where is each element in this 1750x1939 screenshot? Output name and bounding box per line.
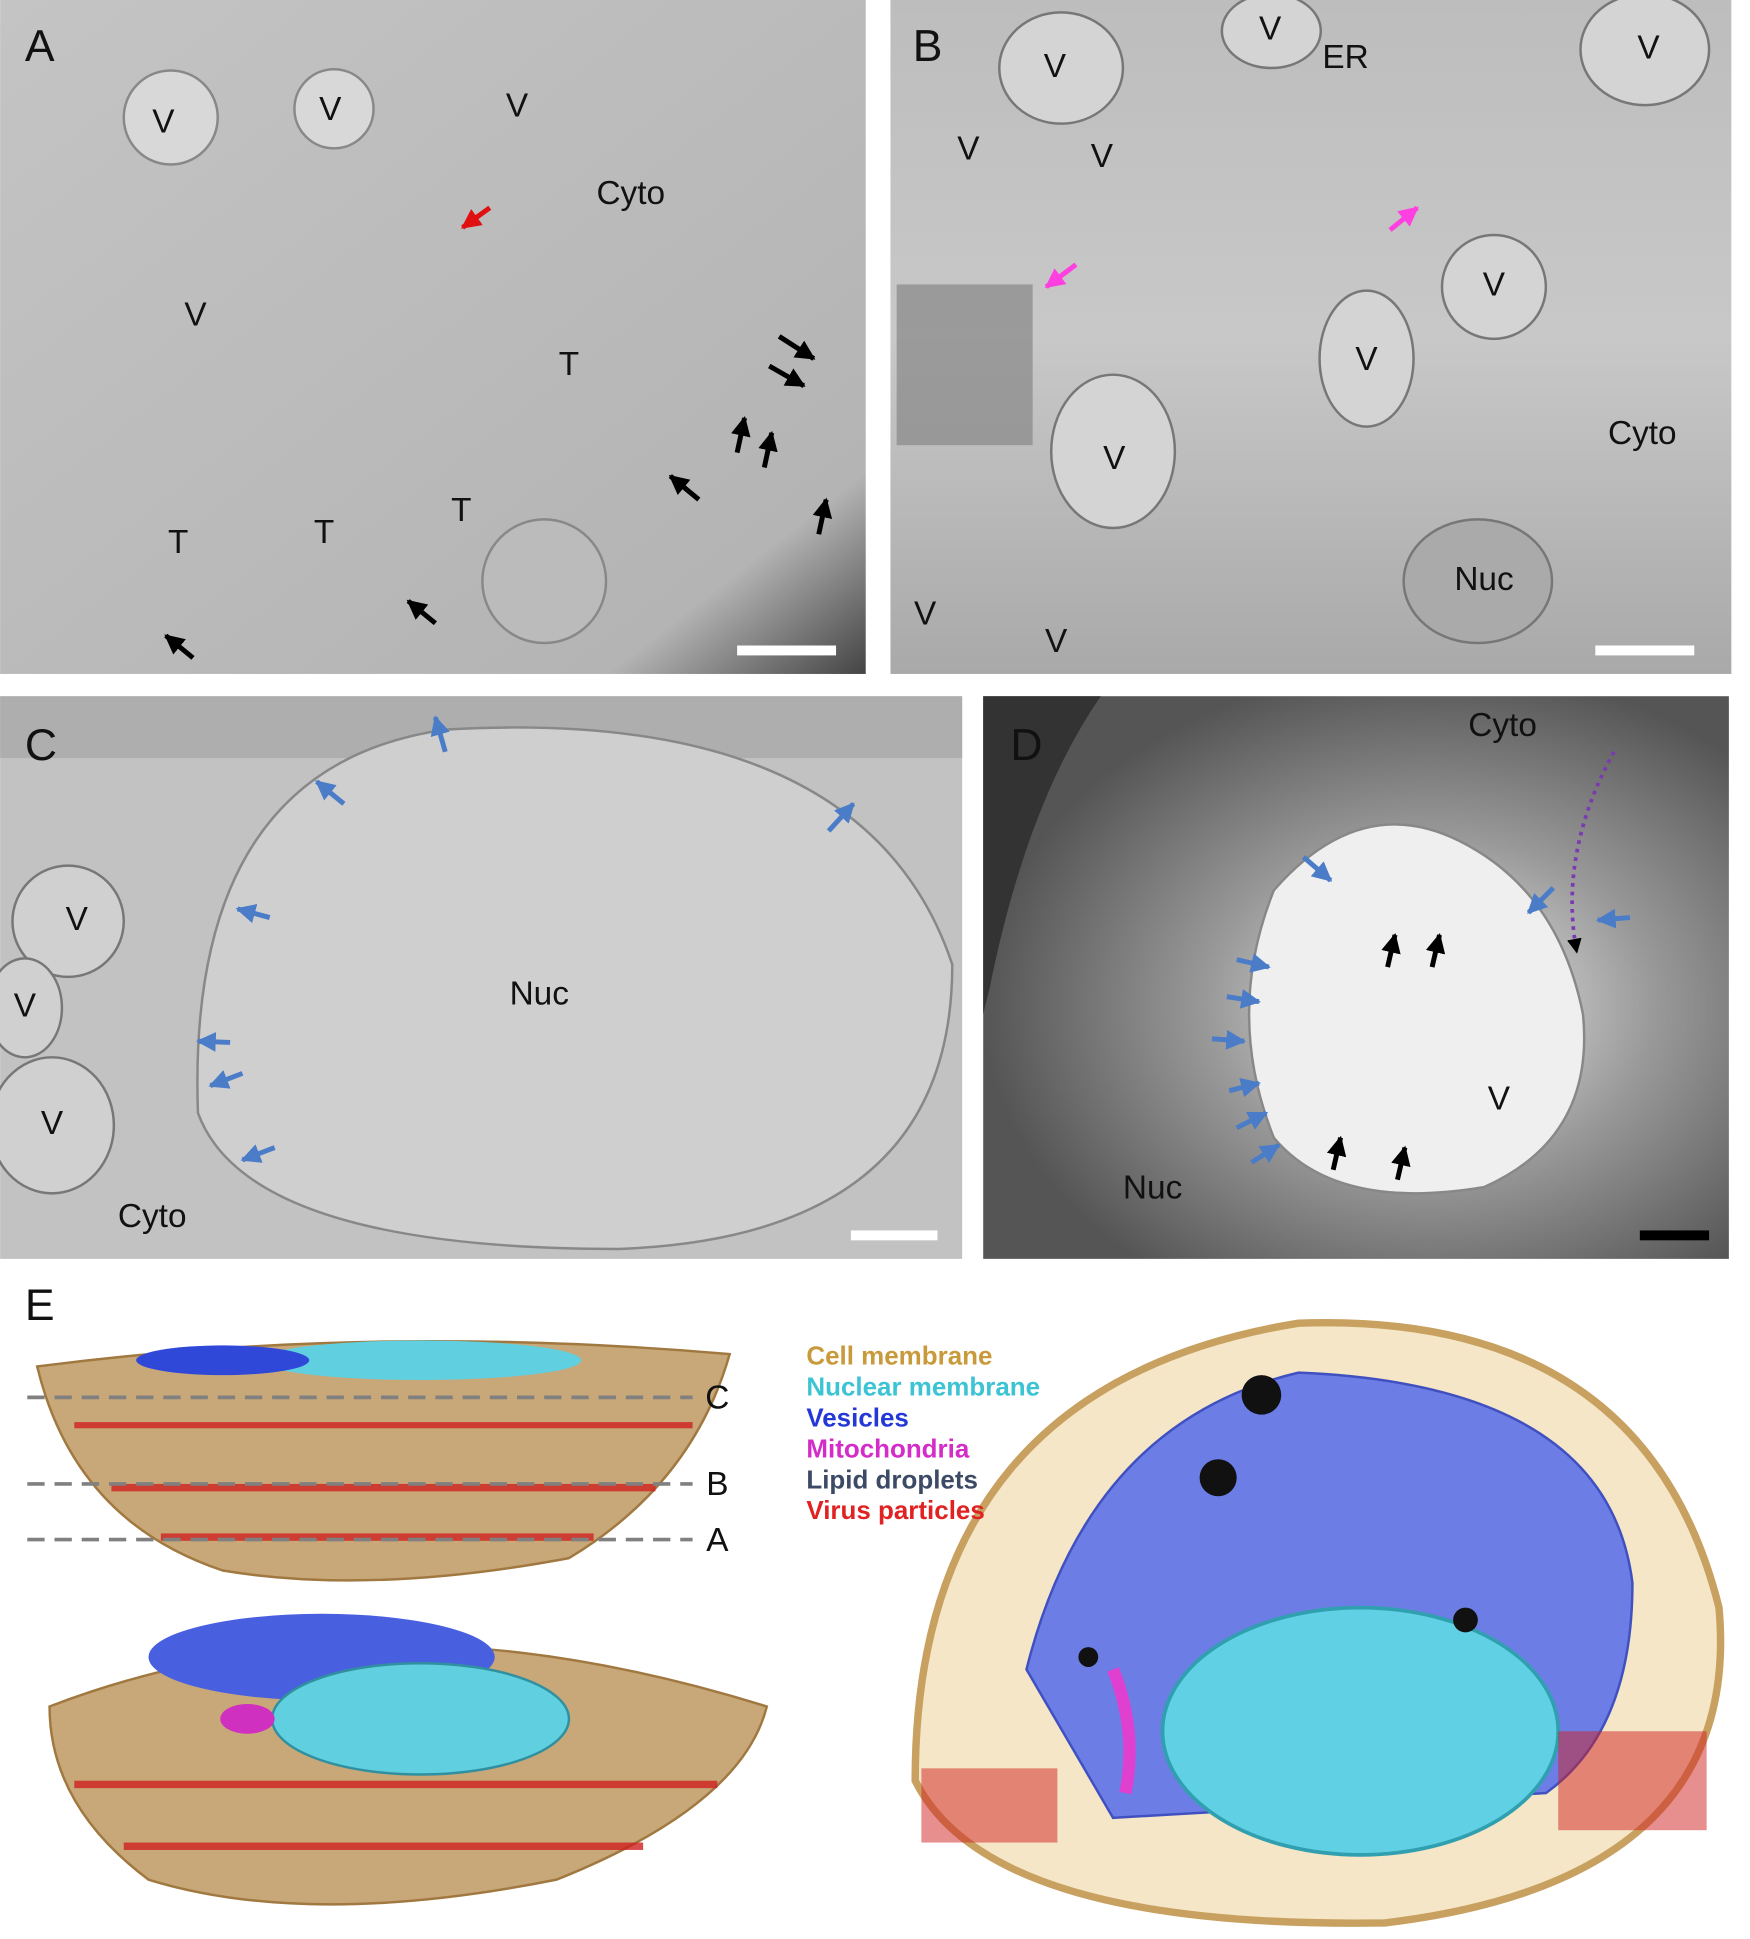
panel-b: B V V ER V V V V V Cyto V Nuc V V <box>890 0 1732 674</box>
label: Nuc <box>510 975 569 1012</box>
label: Cyto <box>596 175 665 212</box>
legend-entry: Lipid droplets <box>806 1464 978 1494</box>
label: ER <box>1322 39 1368 76</box>
section-label: B <box>706 1466 728 1503</box>
label: T <box>451 492 471 529</box>
label: V <box>1488 1080 1511 1117</box>
panel-a: A V V V Cyto V T T T T <box>0 0 866 674</box>
label: V <box>914 596 937 633</box>
render-large <box>911 1318 1725 1927</box>
render-bottom <box>48 1613 769 1906</box>
label: V <box>1637 29 1660 66</box>
label: Nuc <box>1123 1169 1182 1206</box>
label: V <box>152 103 175 140</box>
label: V <box>1355 341 1378 378</box>
label: V <box>506 87 529 124</box>
render-top <box>35 1339 732 1582</box>
panel-letter: E <box>25 1281 55 1330</box>
panel-letter: B <box>913 22 943 71</box>
label: V <box>184 296 207 333</box>
label: Cyto <box>1608 415 1677 452</box>
label: T <box>314 514 334 551</box>
label: V <box>1483 267 1506 304</box>
label: V <box>66 901 89 938</box>
label: V <box>1044 48 1067 85</box>
label: Cyto <box>1468 707 1537 744</box>
legend-entry: Vesicles <box>806 1402 908 1432</box>
panel-letter: D <box>1010 721 1042 770</box>
label: V <box>319 91 342 128</box>
label: V <box>14 988 37 1025</box>
label: V <box>1259 11 1282 48</box>
panel-c: C V V Nuc V Cyto <box>0 696 963 1259</box>
panel-e: E C B A Cell membrane Nuclear membrane V… <box>25 1281 1725 1927</box>
legend: Cell membrane Nuclear membrane Vesicles … <box>806 1341 1040 1526</box>
section-label: C <box>705 1380 729 1417</box>
label: Nuc <box>1454 561 1513 598</box>
panel-letter: C <box>25 721 57 770</box>
legend-entry: Virus particles <box>806 1495 984 1525</box>
label: Cyto <box>118 1198 187 1235</box>
label: V <box>1103 440 1126 477</box>
legend-entry: Nuclear membrane <box>806 1372 1040 1402</box>
label: V <box>1091 138 1114 175</box>
legend-entry: Cell membrane <box>806 1341 992 1371</box>
label: V <box>41 1105 64 1142</box>
section-label: A <box>706 1522 729 1559</box>
label: V <box>957 131 980 168</box>
label: T <box>559 346 579 383</box>
panel-d: D Cyto V Nuc <box>983 696 1729 1259</box>
legend-entry: Mitochondria <box>806 1433 969 1463</box>
panel-letter: A <box>25 22 55 71</box>
label: V <box>1045 623 1068 660</box>
label: T <box>168 524 188 561</box>
